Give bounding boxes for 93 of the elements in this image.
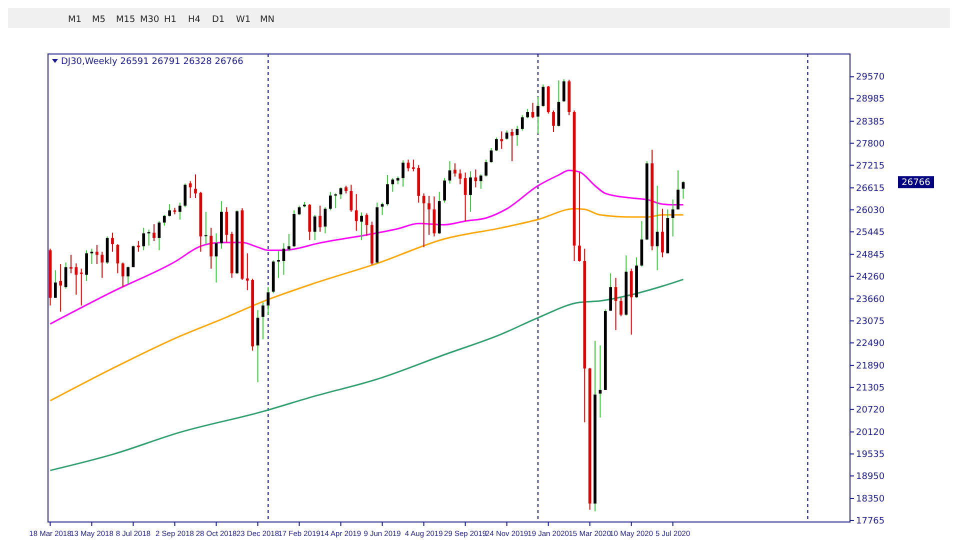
candlestick (95, 244, 98, 265)
candlestick (194, 174, 197, 199)
candlestick (391, 178, 394, 192)
candlestick (661, 208, 664, 258)
candlestick (443, 178, 446, 204)
candlestick (432, 196, 436, 237)
candlestick (111, 232, 114, 252)
candlestick (495, 137, 498, 152)
candlestick (184, 183, 187, 208)
candlestick (484, 159, 488, 178)
candlestick (318, 205, 322, 232)
candlestick (360, 212, 363, 241)
y-tick-label: 24260 (856, 272, 885, 282)
text: 26766 (902, 178, 931, 188)
candlestick (386, 174, 389, 206)
candlestick (536, 96, 540, 134)
candlestick (246, 252, 249, 291)
candlestick (147, 229, 150, 246)
candlestick (479, 174, 482, 190)
y-tick-label: 26615 (856, 184, 885, 194)
candlestick (287, 233, 290, 252)
candlestick (328, 191, 332, 211)
y-tick-label: 21305 (856, 383, 885, 394)
candlestick (262, 302, 264, 340)
y-tick-label: 18350 (856, 494, 885, 504)
candlestick (609, 272, 612, 312)
y-tick-label: 27215 (856, 161, 885, 172)
candlestick (458, 168, 462, 185)
candlestick (313, 214, 316, 241)
y-tick-label: 21890 (856, 361, 885, 372)
candlestick (469, 170, 472, 212)
candlestick (74, 262, 78, 296)
line-series (49, 278, 684, 472)
y-tick-label: 25445 (856, 228, 885, 238)
candlestick (505, 130, 508, 140)
y-tick-label: 22490 (856, 338, 885, 349)
y-tick-label: 24845 (856, 250, 885, 260)
candlestick (168, 204, 171, 217)
candlestick (526, 108, 529, 119)
candlestick (428, 195, 430, 236)
candlestick (266, 286, 270, 316)
candlestick (671, 199, 674, 237)
candlestick (210, 227, 212, 270)
line-series (49, 170, 684, 325)
candlestick (454, 162, 456, 178)
candlestick (225, 206, 228, 244)
candlestick (510, 128, 514, 162)
candlestick (520, 114, 524, 131)
candlestick (339, 186, 342, 200)
candlestick (142, 227, 146, 251)
candlestick (412, 159, 415, 172)
candlestick (100, 251, 104, 278)
candlestick (402, 160, 404, 188)
candlestick (204, 211, 208, 245)
y-tick-label: 28385 (856, 117, 885, 128)
candlestick (85, 250, 88, 282)
candlestick (70, 254, 72, 274)
candlestick (178, 202, 182, 220)
y-tick-label: 19535 (856, 450, 885, 460)
candlestick (277, 250, 280, 278)
y-tick-label: 20120 (856, 428, 885, 438)
candlestick (350, 184, 353, 212)
candlestick (578, 172, 581, 262)
candlestick (562, 78, 566, 102)
candlestick (542, 84, 545, 108)
candlestick (152, 224, 156, 242)
candlestick (354, 194, 358, 232)
candlestick (676, 170, 680, 210)
y-tick-label: 27800 (856, 139, 885, 150)
y-tick-label: 26030 (856, 206, 885, 216)
candlestick (126, 266, 130, 284)
candlestick (80, 268, 83, 306)
chart-title: DJ30,Weekly 26591 26791 26328 26766 (61, 57, 244, 67)
candlestick (552, 110, 555, 132)
candlestick (298, 205, 301, 216)
y-tick-label: 23660 (856, 294, 885, 305)
candlestick (137, 240, 140, 252)
y-tick-label: 18950 (856, 472, 885, 482)
y-tick-label: 17765 (856, 516, 885, 526)
candlestick (54, 270, 57, 298)
y-tick-label: 20720 (856, 405, 885, 416)
candlestick (531, 102, 534, 119)
y-tick-label: 28985 (856, 94, 885, 105)
line-series (49, 208, 684, 402)
candlestick (500, 130, 504, 150)
y-tick-label: 23075 (856, 316, 885, 327)
y-tick-label: 29570 (856, 72, 885, 83)
timeframe-toolbar: M1 M5 M15 M30 H1 H4 D1 W1 MN (8, 8, 950, 28)
candlestick (59, 264, 62, 312)
candlestick (121, 262, 124, 288)
candlestick (116, 244, 120, 274)
candlestick (162, 214, 166, 226)
candlestick (620, 297, 622, 317)
